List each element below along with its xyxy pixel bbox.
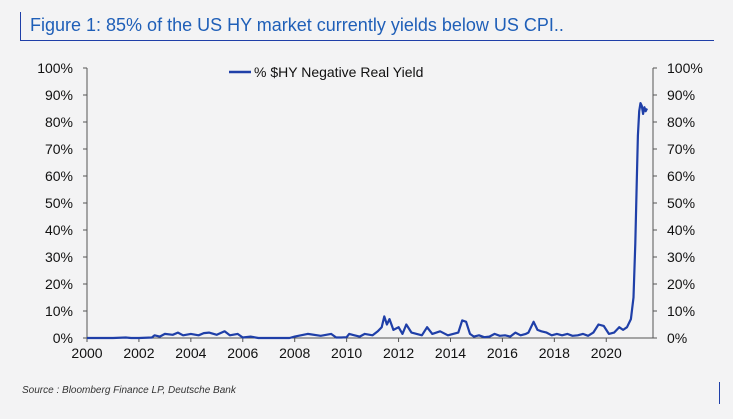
y-tick-label-left: 10% [45,303,73,319]
x-tick-label: 2000 [71,345,102,361]
y-tick-label-left: 0% [53,330,73,346]
y-tick-label-right: 100% [667,60,703,76]
y-tick-label-left: 100% [37,60,73,76]
y-tick-label-right: 60% [667,168,695,184]
source-note: Source : Bloomberg Finance LP, Deutsche … [22,385,236,396]
y-tick-label-right: 30% [667,249,695,265]
y-tick-label-right: 0% [667,330,687,346]
x-tick-label: 2016 [487,345,518,361]
y-tick-label-left: 60% [45,168,73,184]
x-tick-label: 2014 [435,345,466,361]
y-tick-label-right: 90% [667,87,695,103]
y-tick-label-left: 80% [45,114,73,130]
legend-label: % $HY Negative Real Yield [254,64,423,80]
y-tick-label-right: 50% [667,195,695,211]
x-tick-label: 2002 [123,345,154,361]
y-tick-label-left: 30% [45,249,73,265]
x-tick-label: 2012 [383,345,414,361]
y-tick-label-left: 40% [45,222,73,238]
bottom-accent-tick [719,382,720,404]
y-tick-label-left: 90% [45,87,73,103]
x-tick-label: 2020 [591,345,622,361]
y-tick-label-right: 40% [667,222,695,238]
title-underline [20,40,714,41]
y-tick-label-right: 10% [667,303,695,319]
x-tick-label: 2006 [227,345,258,361]
y-tick-label-left: 20% [45,276,73,292]
plot-area [87,101,648,340]
y-tick-label-left: 50% [45,195,73,211]
x-tick-label: 2004 [175,345,206,361]
chart-legend: % $HY Negative Real Yield [229,64,423,80]
y-tick-label-left: 70% [45,141,73,157]
x-tick-label: 2010 [331,345,362,361]
y-tick-label-right: 80% [667,114,695,130]
x-tick-label: 2018 [539,345,570,361]
y-tick-label-right: 70% [667,141,695,157]
x-tick-label: 2008 [279,345,310,361]
series-line-hy-negative-real-yield [87,101,648,340]
y-tick-label-right: 20% [667,276,695,292]
figure-title: Figure 1: 85% of the US HY market curren… [30,15,564,35]
title-accent-bar: Figure 1: 85% of the US HY market curren… [20,12,564,40]
chart-axes: 0% 0% 10% 10% 20% 20% 30% 30% 40% 40% 50% 50% 60% 60%… [37,60,703,361]
